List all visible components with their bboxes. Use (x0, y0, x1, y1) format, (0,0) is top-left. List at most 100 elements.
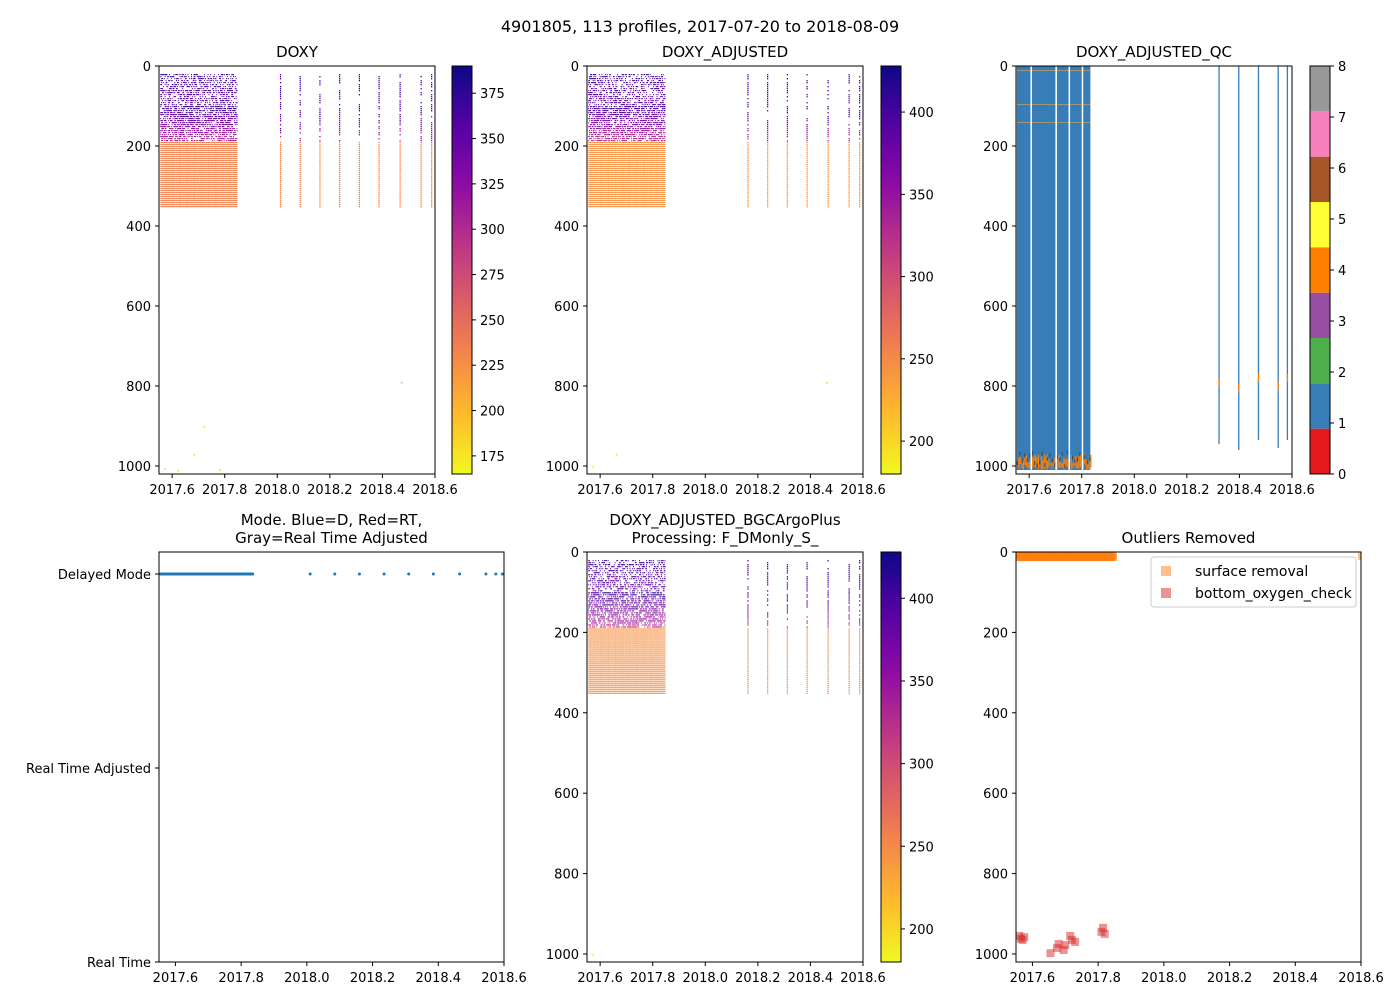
doxy-profile-cell (235, 200, 237, 202)
doxy-profile-cell (195, 172, 197, 174)
doxy-profile-cell (204, 194, 206, 196)
doxy-profile-cell (188, 94, 190, 96)
doxy-profile-cell (223, 130, 225, 132)
doxy-profile-cell (236, 114, 238, 116)
doxy-profile-cell (221, 178, 223, 180)
doxy-profile-cell (204, 168, 206, 170)
doxy-profile-cell (179, 114, 181, 116)
doxy-profile-cell (190, 166, 192, 168)
doxy-profile-cell (225, 120, 227, 122)
doxy-sparse-cell (299, 126, 301, 128)
doxy-profile-cell (164, 186, 166, 188)
doxy-profile-cell (197, 170, 199, 172)
doxy-profile-cell (197, 154, 199, 156)
doxy-sparse-cell (319, 182, 321, 184)
doxy-profile-cell (204, 188, 206, 190)
doxy-profile-cell (200, 168, 202, 170)
doxy-sparse-cell (319, 152, 321, 154)
doxy-profile-cell (173, 158, 175, 160)
doxy-profile-cell (178, 170, 180, 172)
doxy-profile-cell (224, 140, 226, 142)
doxy-profile-cell (184, 184, 186, 186)
doxy-profile-cell (219, 196, 220, 198)
doxy-profile-cell (211, 110, 213, 112)
doxy-profile-cell (224, 102, 226, 104)
doxy-profile-cell (235, 192, 237, 194)
doxy-profile-cell (213, 96, 215, 98)
doxy-profile-cell (160, 80, 162, 82)
doxy-profile-cell (181, 170, 183, 172)
doxy-profile-cell (219, 78, 220, 80)
doxy-profile-cell (175, 200, 177, 202)
doxy-profile-cell (232, 176, 234, 178)
doxy-profile-cell (191, 96, 193, 98)
doxy-profile-cell (185, 122, 187, 124)
doxy-profile-cell (198, 158, 200, 160)
doxy-profile-cell (222, 184, 224, 186)
doxy-sparse-cell (358, 78, 360, 80)
doxy-profile-cell (208, 184, 210, 186)
doxy-profile-cell (191, 148, 193, 150)
doxy-profile-cell (190, 102, 192, 104)
doxy-profile-cell (177, 198, 179, 200)
doxy-profile-cell (229, 200, 231, 202)
doxy-profile-cell (224, 198, 226, 200)
doxy-profile-cell (192, 150, 194, 152)
doxy-profile-cell (164, 126, 166, 128)
doxy-profile-cell (217, 196, 219, 198)
doxy-profile-cell (223, 114, 225, 116)
doxy-profile-cell (179, 162, 181, 164)
doxy-profile-cell (207, 198, 209, 200)
doxy-profile-cell (228, 204, 230, 206)
doxy-profile-cell (212, 112, 213, 114)
doxy-profile-cell (222, 130, 224, 132)
doxy-profile-cell (201, 202, 203, 204)
doxy-profile-cell (231, 148, 233, 150)
doxy-profile-cell (233, 146, 234, 148)
doxy-sparse-cell (378, 184, 380, 186)
doxy-profile-cell (211, 150, 213, 152)
doxy-profile-cell (180, 128, 182, 130)
doxy-profile-cell (230, 180, 232, 182)
doxy-profile-cell (194, 94, 196, 96)
doxy-profile-cell (172, 132, 174, 134)
doxy-profile-cell (182, 144, 184, 146)
doxy-sparse-cell (358, 206, 360, 208)
doxy-profile-cell (177, 174, 179, 176)
doxy-profile-cell (218, 200, 220, 202)
doxy-profile-cell (191, 102, 193, 104)
doxy-profile-cell (187, 120, 189, 122)
doxy-profile-cell (226, 94, 228, 96)
doxy-profile-cell (166, 196, 168, 198)
doxy-profile-cell (178, 152, 180, 154)
doxy-profile-cell (163, 204, 165, 206)
doxy-profile-cell (178, 182, 180, 184)
doxy-profile-cell (206, 160, 208, 162)
doxy-profile-cell (225, 136, 227, 138)
doxy-profile-cell (192, 178, 194, 180)
doxy-profile-cell (182, 140, 184, 142)
doxy-profile-cell (197, 150, 199, 152)
doxy-profile-cell (232, 188, 234, 190)
doxy-profile-cell (217, 188, 219, 190)
doxy-profile-cell (164, 98, 166, 100)
doxy-profile-cell (235, 138, 237, 140)
doxy-profile-cell (235, 188, 237, 190)
doxy-profile-cell (193, 122, 195, 124)
doxy-profile-cell (217, 192, 219, 194)
doxy-profile-cell (170, 80, 172, 82)
doxy-profile-cell (204, 104, 206, 106)
doxy-profile-cell (219, 200, 221, 202)
doxy-profile-cell (209, 144, 211, 146)
doxy-profile-cell (163, 178, 165, 180)
doxy-profile-cell (202, 190, 204, 192)
doxy-profile-cell (215, 204, 217, 206)
doxy-profile-cell (221, 118, 223, 120)
doxy-profile-cell (210, 170, 212, 172)
doxy-profile-cell (175, 206, 177, 208)
doxy-profile-cell (176, 198, 178, 200)
doxy-profile-cell (166, 190, 168, 192)
doxy-profile-cell (233, 188, 235, 190)
doxy-profile-cell (210, 114, 212, 116)
doxy-profile-cell (231, 196, 233, 198)
